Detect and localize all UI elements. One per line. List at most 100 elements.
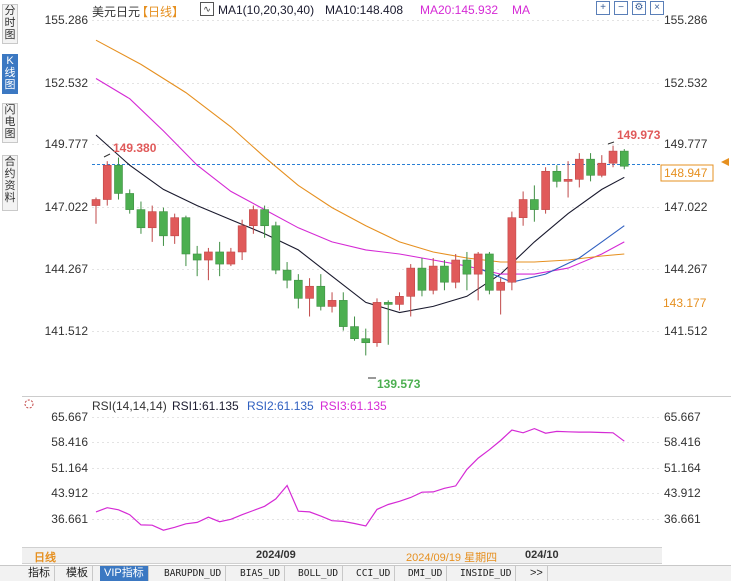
rsi-axis-right: 65.667 58.416 51.164 43.912 36.661 xyxy=(664,410,701,526)
rsi3-value: RSI3:61.135 xyxy=(320,399,387,413)
price-tick-label: 147.022 xyxy=(664,200,708,214)
candle-body-down xyxy=(338,300,348,327)
ma10-value: MA10:148.408 xyxy=(325,3,404,17)
candle-body-down xyxy=(215,251,224,265)
candle xyxy=(271,221,281,275)
candle xyxy=(361,328,371,356)
candle xyxy=(136,201,146,234)
price-tick-label: 144.267 xyxy=(45,262,89,276)
tab-dmi-ud[interactable]: DMI_UD xyxy=(404,566,448,581)
candle-body-up xyxy=(226,251,236,265)
time-axis-bar: 日线 2024/09 2024/09/19 星期四 024/10 xyxy=(22,547,662,564)
candle-body-up xyxy=(249,209,258,227)
candle-body-down xyxy=(462,259,472,275)
chart-toolbar: + − ⚙ × xyxy=(596,1,666,17)
side-tab-bar: 分时图 K线图 闪电图 合约资料 xyxy=(0,0,20,216)
period-label[interactable]: 【日线】 xyxy=(136,5,185,19)
candle xyxy=(305,278,314,317)
candle xyxy=(440,260,449,291)
candlesticks xyxy=(91,145,629,356)
candle xyxy=(552,165,562,188)
candle xyxy=(563,161,573,198)
candle-body-down xyxy=(350,326,359,339)
candle-body-down xyxy=(159,211,168,237)
tab-bias-ud[interactable]: BIAS_UD xyxy=(236,566,286,581)
candle-body-up xyxy=(406,267,416,297)
candle xyxy=(451,253,460,289)
price-axis-right: 155.286 152.532 149.777 147.022 144.267 … xyxy=(664,13,708,338)
date-label: 024/10 xyxy=(525,549,559,561)
candle-body-up xyxy=(395,296,404,305)
tab-inside-ud[interactable]: INSIDE_UD xyxy=(456,566,517,581)
rsi-tick-label: 65.667 xyxy=(664,410,701,424)
candle xyxy=(102,161,112,206)
candle xyxy=(192,245,202,277)
candle-body-down xyxy=(361,338,371,344)
candle-body-up xyxy=(563,179,573,182)
tab-vip-indicators[interactable]: VIP指标 xyxy=(100,566,149,581)
candle xyxy=(507,211,517,291)
symbol-name: 美元日元 xyxy=(92,5,141,19)
moving-average-lines xyxy=(95,39,625,314)
price-axis-left: 155.286 152.532 149.777 147.022 144.267 … xyxy=(45,13,89,338)
candle-body-up xyxy=(305,285,314,299)
rsi1-value: RSI1:61.135 xyxy=(172,399,239,413)
rsi-tick-label: 36.661 xyxy=(51,512,88,526)
tab-templates[interactable]: 模板 xyxy=(62,566,93,581)
rsi2-value: RSI2:61.135 xyxy=(247,399,314,413)
current-price-tag xyxy=(660,164,714,182)
ma-settings-icon[interactable]: ∿ xyxy=(200,2,214,16)
tab-more[interactable]: >> xyxy=(526,566,548,581)
candle-body-up xyxy=(541,170,550,210)
candle-body-up xyxy=(428,265,438,291)
candle xyxy=(428,258,438,295)
tab-contract-info[interactable]: 合约资料 xyxy=(2,155,18,211)
tab-kline-chart[interactable]: K线图 xyxy=(2,54,18,94)
ma30-line xyxy=(95,39,625,263)
candle-body-down xyxy=(619,150,629,167)
candle-body-up xyxy=(372,302,382,344)
price-tick-label: 155.286 xyxy=(45,13,89,27)
candle xyxy=(147,205,157,242)
kline-chart[interactable]: 155.286 152.532 149.777 147.022 144.267 … xyxy=(0,0,731,547)
rsi-settings-icon[interactable] xyxy=(24,399,34,409)
candle xyxy=(316,274,326,311)
tab-boll-ud[interactable]: BOLL_UD xyxy=(294,566,344,581)
tab-indicators[interactable]: 指标 xyxy=(24,566,55,581)
price-tick-label: 155.286 xyxy=(664,13,708,27)
left-high-leader xyxy=(103,153,111,158)
candle xyxy=(159,207,168,246)
settings-icon[interactable]: ⚙ xyxy=(632,1,646,15)
price-tick-label: 149.777 xyxy=(664,137,708,151)
tab-barupdn-ud[interactable]: BARUPDN_UD xyxy=(160,566,227,581)
rsi-tick-label: 65.667 xyxy=(51,410,88,424)
price-tick-label: 149.777 xyxy=(45,137,89,151)
zoom-in-icon[interactable]: + xyxy=(596,1,610,15)
candle-body-down xyxy=(316,285,326,307)
tab-flash-chart[interactable]: 闪电图 xyxy=(2,103,18,143)
close-icon[interactable]: × xyxy=(650,1,664,15)
candle-body-down xyxy=(440,265,449,283)
candle xyxy=(181,215,191,267)
candle-body-up xyxy=(496,281,505,291)
tab-timeshare-chart[interactable]: 分时图 xyxy=(2,4,18,44)
candle xyxy=(237,219,247,261)
ma20-value: MA20:145.932 xyxy=(420,3,499,17)
candle-body-up xyxy=(473,253,483,275)
candle xyxy=(530,185,539,222)
candle xyxy=(575,153,584,188)
tab-cci-ud[interactable]: CCI_UD xyxy=(352,566,396,581)
price-tick-label: 144.267 xyxy=(664,262,708,276)
candle-body-down xyxy=(282,269,292,281)
candle-body-down xyxy=(192,253,202,261)
candle-body-down xyxy=(530,199,539,210)
candle xyxy=(282,262,292,289)
ma20-line xyxy=(95,78,625,275)
candle xyxy=(619,149,629,170)
candle xyxy=(226,247,236,267)
rsi-tick-label: 58.416 xyxy=(664,435,701,449)
period-badge[interactable]: 日线 xyxy=(34,552,56,564)
candle xyxy=(462,251,472,291)
zoom-out-icon[interactable]: − xyxy=(614,1,628,15)
candle xyxy=(597,155,607,178)
